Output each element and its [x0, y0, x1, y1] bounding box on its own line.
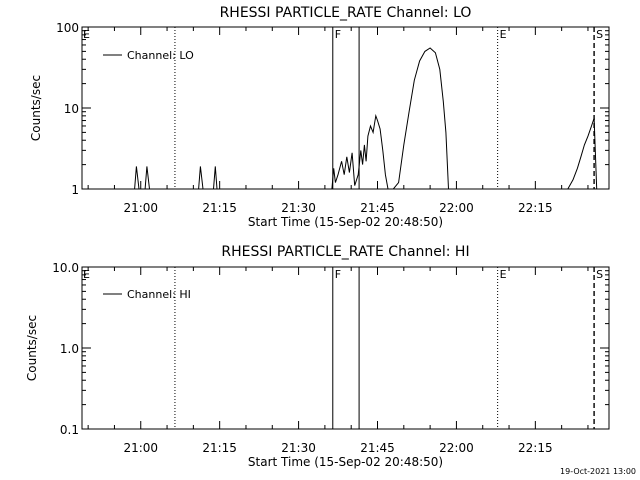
- x-tick-label: 22:15: [518, 201, 553, 215]
- x-tick-label: 21:15: [202, 201, 237, 215]
- chart-panel-2: RHESSI PARTICLE_RATE Channel: HI Start Ti…: [25, 244, 610, 469]
- chart-panel-1: RHESSI PARTICLE_RATE Channel: LO Start Ti…: [29, 5, 610, 229]
- x-tick-label: 21:30: [281, 441, 316, 455]
- x-tick-label: 21:45: [360, 201, 395, 215]
- chart-title: RHESSI PARTICLE_RATE Channel: LO: [220, 5, 472, 21]
- chart-title: RHESSI PARTICLE_RATE Channel: HI: [221, 244, 469, 260]
- x-tick-label: 22:00: [439, 441, 474, 455]
- x-tick-label: 21:00: [123, 441, 158, 455]
- x-tick-label: 21:15: [202, 441, 237, 455]
- x-tick-label: 21:45: [360, 441, 395, 455]
- y-tick-label: 0.1: [60, 423, 79, 437]
- y-tick-label: 1: [71, 183, 79, 197]
- marker-label: F: [335, 268, 341, 281]
- y-tick-label: 100: [56, 21, 79, 35]
- x-axis-label: Start Time (15-Sep-02 20:48:50): [248, 215, 443, 229]
- x-tick-label: 22:00: [439, 201, 474, 215]
- edge-label: E: [83, 28, 90, 41]
- marker-label: E: [500, 28, 507, 41]
- x-axis-label: Start Time (15-Sep-02 20:48:50): [248, 455, 443, 469]
- footer-timestamp: 19-Oct-2021 13:00: [560, 467, 636, 476]
- y-tick-label: 10.0: [52, 261, 79, 275]
- edge-label: E: [83, 268, 90, 281]
- legend-label: Channel: HI: [127, 288, 191, 301]
- marker-label: S: [596, 28, 603, 41]
- y-axis-label: Counts/sec: [25, 315, 39, 381]
- x-tick-label: 21:30: [281, 201, 316, 215]
- y-tick-label: 10: [64, 102, 79, 116]
- marker-label: E: [500, 268, 507, 281]
- x-tick-label: 22:15: [518, 441, 553, 455]
- marker-label: F: [335, 28, 341, 41]
- series-line-1: [82, 47, 598, 190]
- x-tick-label: 21:00: [123, 201, 158, 215]
- y-tick-label: 1.0: [60, 342, 79, 356]
- y-axis-label: Counts/sec: [29, 75, 43, 141]
- marker-label: S: [596, 268, 603, 281]
- legend-label: Channel: LO: [127, 49, 194, 62]
